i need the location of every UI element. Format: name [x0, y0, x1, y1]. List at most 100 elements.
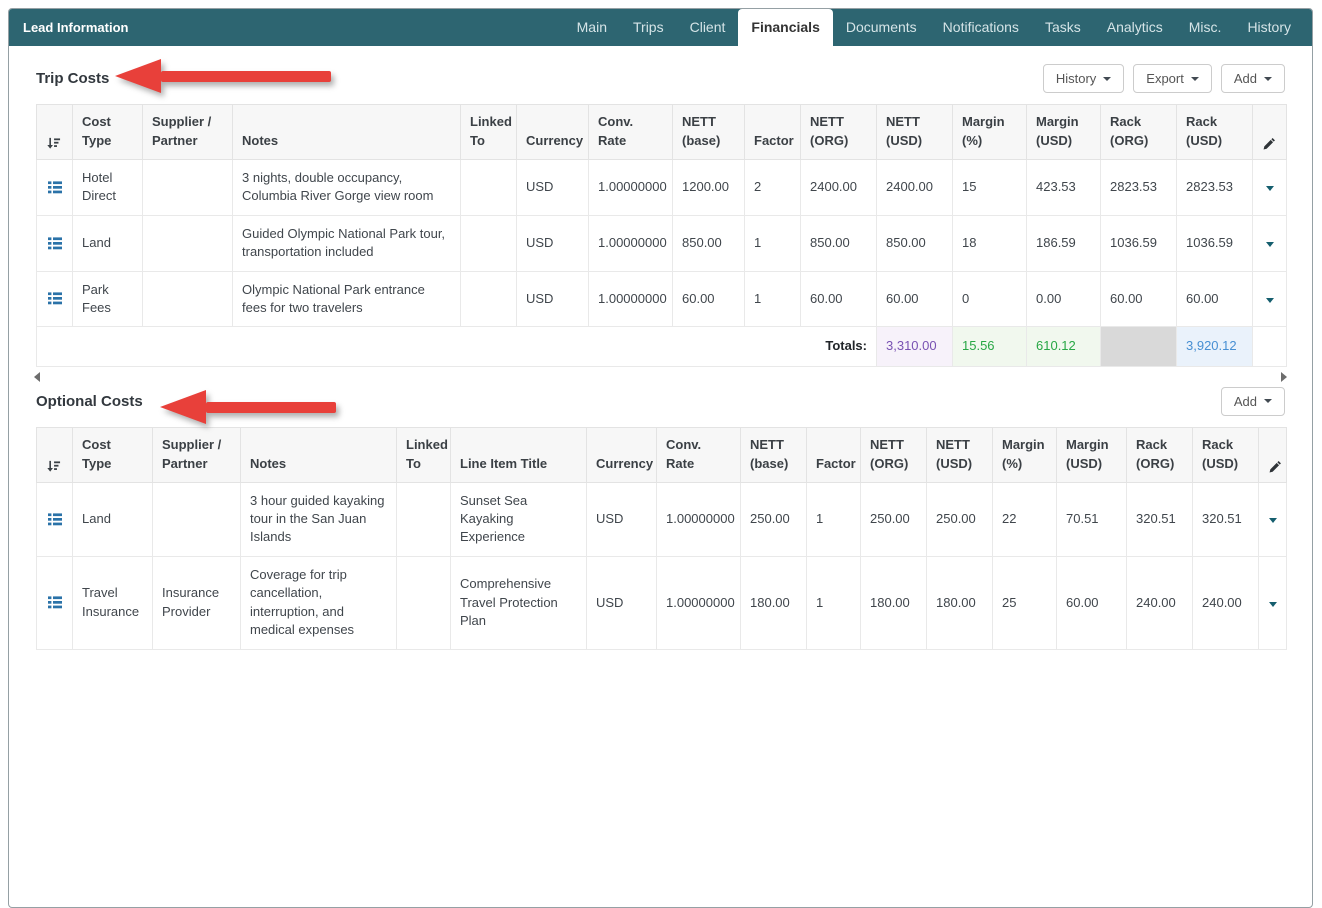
conv-rate-cell: 1.00000000: [588, 270, 673, 328]
margin-usd-cell: 70.51: [1056, 481, 1127, 557]
row-menu-cell[interactable]: [1252, 214, 1287, 272]
col-linked-to: Linked To: [460, 104, 517, 160]
line-item-title-cell: Sunset Sea Kayaking Experience: [450, 481, 587, 557]
tab-notifications[interactable]: Notifications: [942, 19, 1019, 35]
row-dropdown-icon[interactable]: [1265, 297, 1274, 303]
totals-nett-usd: 3,310.00: [876, 326, 953, 367]
currency-cell: USD: [516, 270, 589, 328]
row-dropdown-icon[interactable]: [1265, 185, 1274, 191]
supplier-cell: Insurance Provider: [152, 555, 241, 650]
col-margin-usd: Margin (USD): [1026, 104, 1101, 160]
trip-costs-table: Cost Type Supplier / Partner Notes Linke…: [36, 104, 1287, 367]
col-rack-usd: Rack (USD): [1176, 104, 1253, 160]
linked-to-cell: [460, 158, 517, 216]
trip-costs-title: Trip Costs: [36, 70, 110, 87]
optional-costs-title: Optional Costs: [36, 392, 143, 410]
linked-to-cell: [396, 555, 451, 650]
margin-usd-cell: 186.59: [1026, 214, 1101, 272]
add-button-label: Add: [1233, 393, 1257, 409]
row-detail-cell[interactable]: [36, 555, 73, 650]
cost-type-cell: Hotel Direct: [72, 158, 143, 216]
edit-columns-header[interactable]: [1258, 426, 1287, 483]
col-nett-org: NETT (ORG): [860, 426, 927, 483]
tab-analytics[interactable]: Analytics: [1106, 19, 1163, 35]
row-dropdown-icon[interactable]: [1268, 518, 1277, 523]
row-menu-cell[interactable]: [1252, 158, 1287, 216]
sort-column-header[interactable]: [36, 104, 73, 160]
col-currency: Currency: [586, 426, 657, 483]
tab-main[interactable]: Main: [576, 19, 607, 35]
col-notes: Notes: [232, 104, 461, 160]
totals-row: Totals: 3,310.00 15.56 610.12 3,920.12: [36, 326, 1287, 367]
lead-information-window: Lead Information Main Trips Client Finan…: [8, 8, 1313, 908]
col-line-item-title: Line Item Title: [450, 426, 587, 483]
optional-costs-section-header: Optional Costs Add: [36, 386, 1285, 417]
history-button[interactable]: History: [1042, 64, 1125, 93]
export-button[interactable]: Export: [1133, 64, 1212, 93]
nett-base-cell: 60.00: [672, 270, 745, 328]
tab-financials[interactable]: Financials: [738, 9, 833, 46]
col-margin-pct: Margin (%): [992, 426, 1057, 483]
margin-pct-cell: 25: [992, 555, 1057, 650]
row-dropdown-icon[interactable]: [1265, 241, 1274, 247]
col-cost-type: Cost Type: [72, 104, 143, 160]
nett-base-cell: 180.00: [740, 555, 807, 650]
scroll-right-icon[interactable]: [1281, 371, 1287, 382]
col-factor: Factor: [806, 426, 861, 483]
row-detail-cell[interactable]: [36, 214, 73, 272]
sort-column-header[interactable]: [36, 426, 73, 483]
row-detail-cell[interactable]: [36, 158, 73, 216]
col-linked-to: Linked To: [396, 426, 451, 483]
rack-org-cell: 320.51: [1126, 481, 1193, 557]
currency-cell: USD: [516, 158, 589, 216]
tab-history[interactable]: History: [1247, 19, 1291, 35]
col-margin-pct: Margin (%): [952, 104, 1027, 160]
col-rack-usd: Rack (USD): [1192, 426, 1259, 483]
list-icon: [47, 513, 62, 526]
horizontal-scroll-controls: [34, 370, 1287, 384]
tab-trips[interactable]: Trips: [633, 19, 664, 35]
notes-cell: Coverage for trip cancellation, interrup…: [240, 555, 397, 650]
nett-base-cell: 1200.00: [672, 158, 745, 216]
factor-cell: 1: [744, 270, 801, 328]
list-icon: [47, 292, 62, 305]
nett-usd-cell: 2400.00: [876, 158, 953, 216]
margin-pct-cell: 0: [952, 270, 1027, 328]
col-currency: Currency: [516, 104, 589, 160]
cost-type-cell: Land: [72, 481, 153, 557]
chevron-down-icon: [1264, 76, 1272, 81]
tab-misc[interactable]: Misc.: [1188, 19, 1222, 35]
col-nett-usd: NETT (USD): [926, 426, 993, 483]
col-nett-base: NETT (base): [672, 104, 745, 160]
row-detail-cell[interactable]: [36, 270, 73, 328]
supplier-cell: [142, 158, 233, 216]
row-detail-cell[interactable]: [36, 481, 73, 557]
tab-tasks[interactable]: Tasks: [1044, 19, 1081, 35]
scroll-left-icon[interactable]: [34, 371, 40, 382]
totals-label: Totals:: [36, 326, 877, 367]
totals-rack-org: [1100, 326, 1177, 367]
row-dropdown-icon[interactable]: [1268, 601, 1277, 607]
row-menu-cell[interactable]: [1258, 481, 1287, 557]
nett-org-cell: 250.00: [860, 481, 927, 557]
add-button[interactable]: Add: [1220, 64, 1285, 93]
factor-cell: 2: [744, 158, 801, 216]
row-menu-cell[interactable]: [1258, 555, 1287, 650]
pencil-icon: [1269, 460, 1281, 473]
trip-costs-section-header: Trip Costs History Export Add: [36, 63, 1285, 94]
rack-usd-cell: 320.51: [1192, 481, 1259, 557]
tab-documents[interactable]: Documents: [845, 19, 917, 35]
rack-org-cell: 1036.59: [1100, 214, 1177, 272]
trip-costs-toolbar: History Export Add: [1042, 64, 1285, 93]
margin-pct-cell: 18: [952, 214, 1027, 272]
col-rack-org: Rack (ORG): [1126, 426, 1193, 483]
margin-usd-cell: 0.00: [1026, 270, 1101, 328]
row-menu-cell[interactable]: [1252, 270, 1287, 328]
tab-client[interactable]: Client: [689, 19, 726, 35]
list-icon: [47, 596, 62, 609]
cost-type-cell: Park Fees: [72, 270, 143, 328]
edit-columns-header[interactable]: [1252, 104, 1287, 160]
conv-rate-cell: 1.00000000: [588, 158, 673, 216]
sort-amount-icon: [47, 460, 61, 472]
add-button-optional[interactable]: Add: [1220, 386, 1285, 416]
